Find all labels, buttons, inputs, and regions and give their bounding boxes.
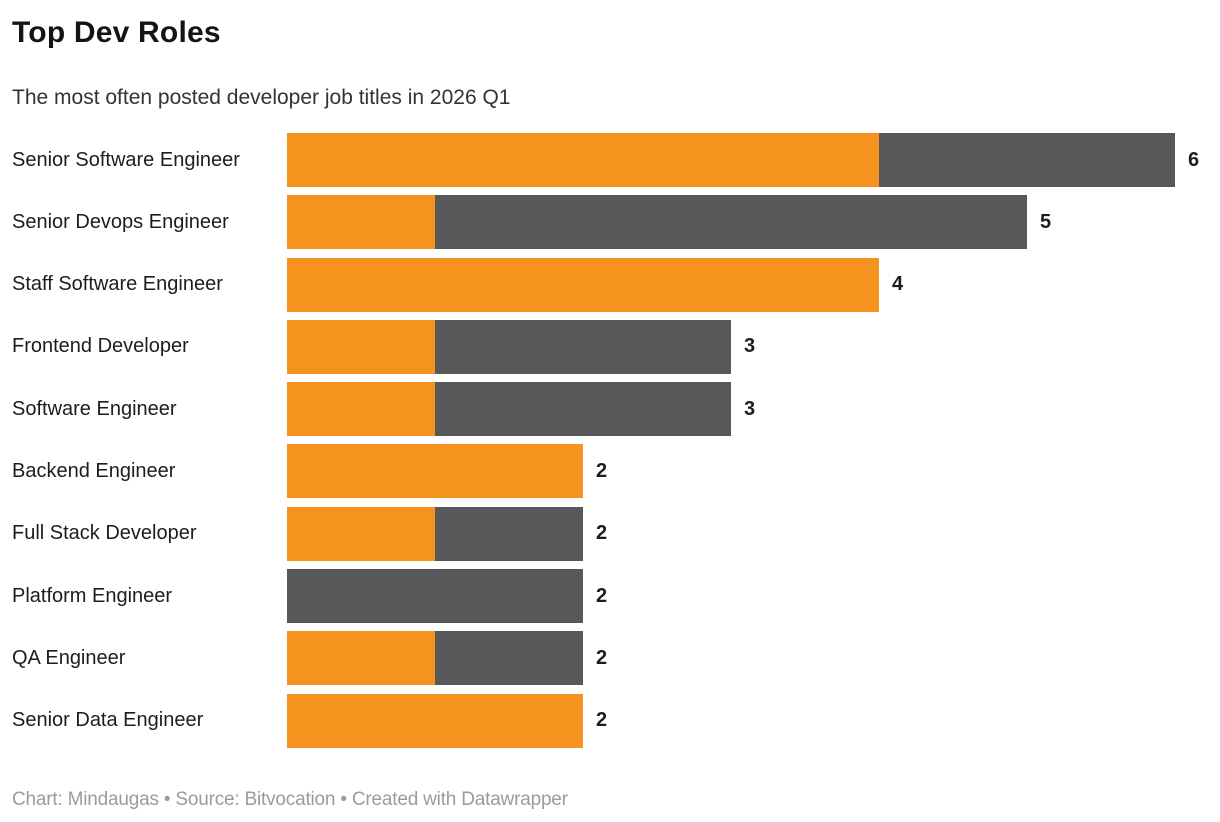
chart-row: Senior Devops Engineer 5 [0, 195, 1220, 250]
value-label: 3 [744, 335, 756, 358]
value-label: 2 [596, 459, 608, 482]
bar-gray-segment[interactable] [435, 195, 1027, 250]
stacked-bar-chart: Senior Software Engineer 6 Senior Devops E… [0, 133, 1220, 748]
chart-row: Senior Data Engineer 2 [0, 693, 1220, 748]
category-label: Staff Software Engineer [12, 273, 223, 296]
bar-track: 2 [287, 693, 608, 748]
value-label: 2 [596, 522, 608, 545]
chart-row: Backend Engineer 2 [0, 444, 1220, 499]
value-label: 2 [596, 709, 608, 732]
value-label: 5 [1040, 210, 1052, 233]
chart-row: Frontend Developer 3 [0, 319, 1220, 374]
bar-orange-segment[interactable] [287, 382, 435, 437]
category-label: Software Engineer [12, 397, 177, 420]
chart-row: Senior Software Engineer 6 [0, 133, 1220, 187]
chart-footer-byline: Chart: Mindaugas • Source: Bitvocation •… [12, 788, 568, 810]
chart-row: Platform Engineer 2 [0, 569, 1220, 624]
bar-gray-segment[interactable] [435, 382, 731, 437]
bar-track: 2 [287, 444, 608, 499]
bar-orange-segment[interactable] [287, 133, 879, 187]
bar-track: 2 [287, 569, 608, 624]
category-label: Senior Software Engineer [12, 148, 240, 171]
category-label: QA Engineer [12, 646, 126, 669]
chart-row: Staff Software Engineer 4 [0, 257, 1220, 312]
bar-orange-segment[interactable] [287, 444, 583, 499]
category-label: Frontend Developer [12, 335, 189, 358]
bar-track: 6 [287, 133, 1199, 187]
value-label: 2 [596, 646, 608, 669]
bar-track: 2 [287, 506, 608, 561]
chart-row: QA Engineer 2 [0, 631, 1220, 686]
bar-track: 2 [287, 631, 608, 686]
bar-orange-segment[interactable] [287, 506, 435, 561]
value-label: 2 [596, 584, 608, 607]
bar-orange-segment[interactable] [287, 195, 435, 250]
value-label: 3 [744, 397, 756, 420]
bar-gray-segment[interactable] [879, 133, 1175, 187]
value-label: 4 [892, 273, 904, 296]
chart-row: Software Engineer 3 [0, 382, 1220, 437]
bar-orange-segment[interactable] [287, 693, 583, 748]
value-label: 6 [1188, 148, 1200, 171]
category-label: Senior Data Engineer [12, 709, 204, 732]
category-label: Senior Devops Engineer [12, 210, 229, 233]
bar-orange-segment[interactable] [287, 319, 435, 374]
chart-title: Top Dev Roles [12, 16, 221, 49]
category-label: Full Stack Developer [12, 522, 197, 545]
category-label: Platform Engineer [12, 584, 173, 607]
bar-gray-segment[interactable] [287, 569, 583, 624]
bar-track: 3 [287, 319, 756, 374]
bar-track: 3 [287, 382, 756, 437]
bar-track: 5 [287, 195, 1052, 250]
category-label: Backend Engineer [12, 459, 176, 482]
bar-orange-segment[interactable] [287, 631, 435, 686]
chart-subtitle: The most often posted developer job titl… [12, 86, 511, 109]
chart-row: Full Stack Developer 2 [0, 506, 1220, 561]
bar-gray-segment[interactable] [435, 631, 583, 686]
bar-gray-segment[interactable] [435, 319, 731, 374]
bar-orange-segment[interactable] [287, 257, 879, 312]
bar-track: 4 [287, 257, 904, 312]
bar-gray-segment[interactable] [435, 506, 583, 561]
